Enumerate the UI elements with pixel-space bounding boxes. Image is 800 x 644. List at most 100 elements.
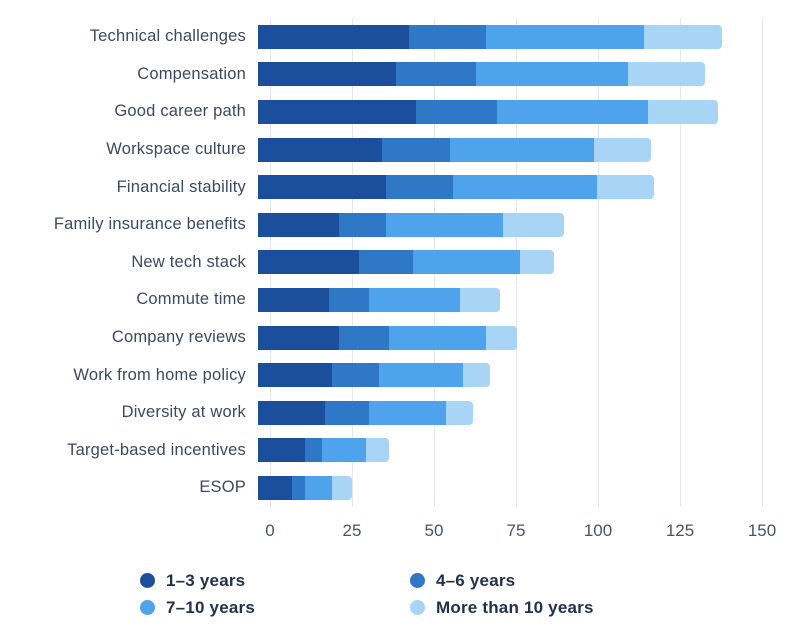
bar-segment — [486, 325, 517, 350]
bar-segment — [597, 175, 655, 200]
bar-row: Compensation — [0, 56, 762, 94]
stacked-bar — [258, 363, 762, 388]
category-label: Target-based incentives — [67, 440, 246, 459]
gridline — [598, 18, 599, 507]
bar-segment — [338, 212, 386, 237]
bar-segment — [462, 363, 490, 388]
bar-segment — [258, 62, 396, 87]
x-axis-tick-label: 75 — [506, 520, 526, 540]
x-axis-tick-label: 25 — [342, 520, 362, 540]
bar-segment — [647, 99, 719, 124]
bar-segment — [321, 438, 366, 463]
x-axis-tick-label: 150 — [747, 520, 777, 540]
bar-segment — [486, 24, 645, 49]
legend: 1–3 years 4–6 years 7–10 years More than 10… — [140, 571, 680, 618]
bar-segment — [452, 175, 598, 200]
legend-dot-icon — [140, 600, 155, 616]
category-label: Technical challenges — [89, 27, 246, 46]
category-label: New tech stack — [131, 252, 246, 271]
category-label: Commute time — [136, 290, 246, 309]
category-label: ESOP — [199, 478, 246, 497]
bar-segment — [331, 475, 353, 500]
bar-row: Technical challenges — [0, 18, 762, 56]
stacked-bar — [258, 137, 762, 162]
category-label: Financial stability — [116, 177, 246, 196]
stacked-bar — [258, 175, 762, 200]
bar-segment — [328, 287, 369, 312]
gridline — [680, 18, 681, 507]
bar-row: Financial stability — [0, 168, 762, 206]
bar-segment — [365, 438, 390, 463]
bar-segment — [258, 363, 332, 388]
bar-segment — [368, 400, 447, 425]
x-axis-tick-label: 0 — [265, 520, 275, 540]
legend-item: More than 10 years — [410, 598, 680, 618]
stacked-bar — [258, 325, 762, 350]
bar-segment — [258, 438, 306, 463]
gridline — [762, 18, 763, 507]
category-label: Compensation — [137, 64, 246, 83]
x-axis-tick-label: 50 — [424, 520, 444, 540]
bar-segment — [258, 250, 359, 275]
bar-row: Workspace culture — [0, 131, 762, 169]
bar-row: Good career path — [0, 93, 762, 131]
bar-segment — [389, 325, 487, 350]
bar-segment — [378, 363, 463, 388]
category-label: Company reviews — [111, 328, 246, 347]
bar-row: Commute time — [0, 281, 762, 319]
category-label: Good career path — [114, 102, 246, 121]
bar-segment — [409, 24, 487, 49]
stacked-bar — [258, 287, 762, 312]
bar-row: New tech stack — [0, 244, 762, 282]
bar-segment — [258, 99, 416, 124]
bar-row: Family insurance benefits — [0, 206, 762, 244]
bar-segment — [593, 137, 652, 162]
stacked-bar — [258, 250, 762, 275]
x-axis-tick-label: 100 — [583, 520, 613, 540]
legend-dot-icon — [140, 573, 155, 589]
stacked-bar — [258, 99, 762, 124]
legend-label: More than 10 years — [436, 597, 594, 617]
bar-segment — [258, 212, 339, 237]
stacked-bar — [258, 62, 762, 87]
bar-segment — [412, 250, 521, 275]
bar-segment — [258, 175, 386, 200]
bar-segment — [258, 137, 383, 162]
bar-segment — [358, 250, 413, 275]
bar-segment — [258, 475, 292, 500]
bar-segment — [258, 400, 326, 425]
bar-segment — [395, 62, 477, 87]
bar-segment — [325, 400, 369, 425]
bar-segment — [291, 475, 306, 500]
bar-segment — [503, 212, 564, 237]
bar-segment — [415, 99, 497, 124]
category-label: Family insurance benefits — [53, 215, 246, 234]
bar-segment — [385, 212, 504, 237]
legend-item: 1–3 years — [140, 571, 410, 591]
category-label: Work from home policy — [73, 365, 246, 384]
bar-segment — [258, 287, 329, 312]
bar-segment — [520, 250, 554, 275]
bar-segment — [385, 175, 453, 200]
bar-segment — [305, 475, 332, 500]
plot-area: Technical challenges Compensation Good car… — [0, 18, 763, 507]
category-label: Diversity at work — [121, 403, 246, 422]
bar-row: Target-based incentives — [0, 432, 762, 470]
bar-segment — [368, 287, 460, 312]
x-axis-tick-label: 125 — [665, 520, 695, 540]
bar-row: ESOP — [0, 469, 762, 507]
legend-label: 4–6 years — [436, 570, 516, 590]
bar-segment — [446, 400, 473, 425]
bar-row: Diversity at work — [0, 394, 762, 432]
x-axis: 0 25 50 75 100 125 150 — [265, 515, 776, 555]
legend-label: 7–10 years — [166, 597, 255, 617]
stacked-bar — [258, 24, 762, 49]
bar-segment — [449, 137, 594, 162]
bar-segment — [476, 62, 628, 87]
bar-segment — [305, 438, 322, 463]
legend-item: 7–10 years — [140, 598, 410, 618]
stacked-bar — [258, 400, 762, 425]
bar-segment — [644, 24, 722, 49]
bar-segment — [258, 325, 339, 350]
